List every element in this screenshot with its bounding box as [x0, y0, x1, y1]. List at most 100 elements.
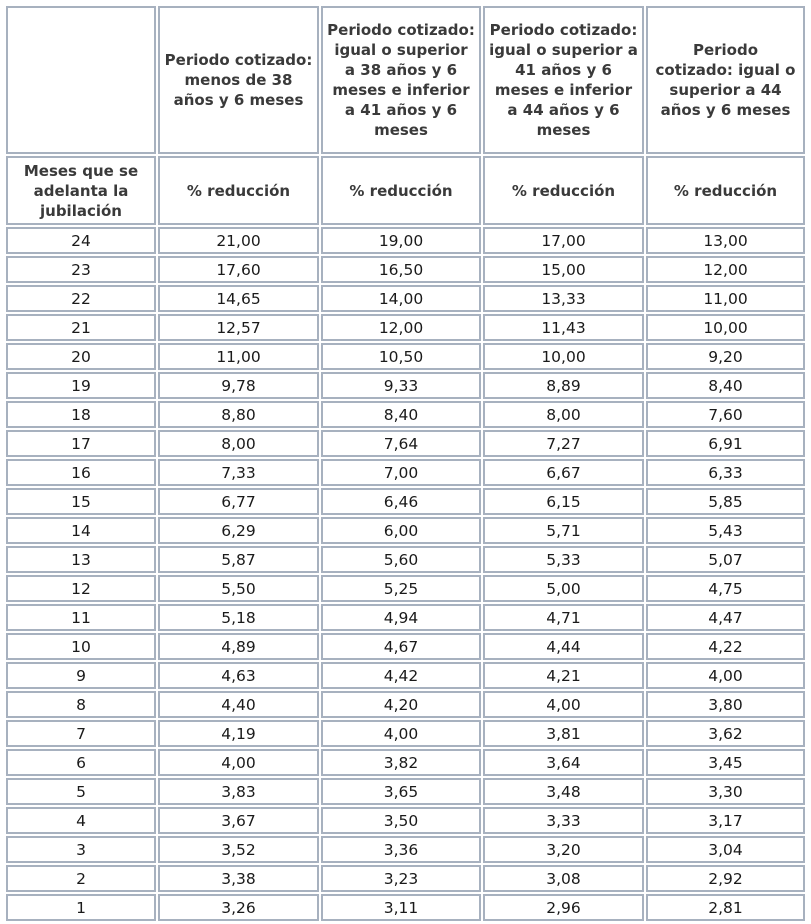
reduction-cell: 11,00 [158, 343, 319, 370]
reduction-cell: 3,67 [158, 807, 319, 834]
header-row-sub: Meses que se adelanta la jubilación % re… [6, 156, 805, 225]
reduction-cell: 4,22 [646, 633, 805, 660]
reduction-cell: 7,00 [321, 459, 481, 486]
reduction-cell: 5,00 [483, 575, 644, 602]
reduction-cell: 4,20 [321, 691, 481, 718]
table-row: 13 5,87 5,60 5,33 5,07 [6, 546, 805, 573]
reduction-cell: 3,11 [321, 894, 481, 921]
reduction-cell: 7,64 [321, 430, 481, 457]
reduction-cell: 4,75 [646, 575, 805, 602]
table-row: 7 4,19 4,00 3,81 3,62 [6, 720, 805, 747]
reduction-cell: 17,60 [158, 256, 319, 283]
reduction-cell: 3,08 [483, 865, 644, 892]
reduction-cell: 3,48 [483, 778, 644, 805]
reduction-cell: 12,00 [321, 314, 481, 341]
months-cell: 2 [6, 865, 156, 892]
reduction-cell: 3,64 [483, 749, 644, 776]
months-cell: 11 [6, 604, 156, 631]
months-cell: 20 [6, 343, 156, 370]
table-row: 17 8,00 7,64 7,27 6,91 [6, 430, 805, 457]
reduction-cell: 5,85 [646, 488, 805, 515]
months-cell: 8 [6, 691, 156, 718]
months-cell: 17 [6, 430, 156, 457]
reduction-cell: 5,71 [483, 517, 644, 544]
period-header: Periodo cotizado: igual o superior a 41 … [483, 6, 644, 154]
reduction-cell: 5,33 [483, 546, 644, 573]
months-cell: 3 [6, 836, 156, 863]
reduction-cell: 4,94 [321, 604, 481, 631]
reduction-cell: 9,20 [646, 343, 805, 370]
reduction-cell: 7,27 [483, 430, 644, 457]
months-cell: 21 [6, 314, 156, 341]
period-header: Periodo cotizado: igual o superior a 38 … [321, 6, 481, 154]
months-cell: 15 [6, 488, 156, 515]
reduction-cell: 8,89 [483, 372, 644, 399]
reduction-cell: 2,81 [646, 894, 805, 921]
reduction-cell: 4,00 [158, 749, 319, 776]
table-row: 5 3,83 3,65 3,48 3,30 [6, 778, 805, 805]
months-cell: 14 [6, 517, 156, 544]
table-row: 8 4,40 4,20 4,00 3,80 [6, 691, 805, 718]
reduction-cell: 6,46 [321, 488, 481, 515]
reduction-cell: 3,04 [646, 836, 805, 863]
table-row: 10 4,89 4,67 4,44 4,22 [6, 633, 805, 660]
reduction-cell: 6,29 [158, 517, 319, 544]
reduction-cell: 6,67 [483, 459, 644, 486]
reduction-cell: 4,63 [158, 662, 319, 689]
reduction-cell: 6,15 [483, 488, 644, 515]
table-row: 11 5,18 4,94 4,71 4,47 [6, 604, 805, 631]
table-row: 15 6,77 6,46 6,15 5,85 [6, 488, 805, 515]
table-row: 22 14,65 14,00 13,33 11,00 [6, 285, 805, 312]
months-cell: 23 [6, 256, 156, 283]
reduction-header: % reducción [483, 156, 644, 225]
header-row-periods: Periodo cotizado: menos de 38 años y 6 m… [6, 6, 805, 154]
reduction-cell: 3,17 [646, 807, 805, 834]
months-cell: 24 [6, 227, 156, 254]
reduction-cell: 5,18 [158, 604, 319, 631]
reduction-cell: 6,91 [646, 430, 805, 457]
table-row: 2 3,38 3,23 3,08 2,92 [6, 865, 805, 892]
months-cell: 1 [6, 894, 156, 921]
months-cell: 18 [6, 401, 156, 428]
months-cell: 12 [6, 575, 156, 602]
reduction-cell: 6,33 [646, 459, 805, 486]
reduction-header: % reducción [646, 156, 805, 225]
table-row: 6 4,00 3,82 3,64 3,45 [6, 749, 805, 776]
reduction-cell: 3,83 [158, 778, 319, 805]
reduction-cell: 5,87 [158, 546, 319, 573]
period-header: Periodo cotizado: igual o superior a 44 … [646, 6, 805, 154]
months-header: Meses que se adelanta la jubilación [6, 156, 156, 225]
months-cell: 13 [6, 546, 156, 573]
months-cell: 6 [6, 749, 156, 776]
reduction-cell: 19,00 [321, 227, 481, 254]
table-row: 4 3,67 3,50 3,33 3,17 [6, 807, 805, 834]
reduction-cell: 14,00 [321, 285, 481, 312]
table-row: 23 17,60 16,50 15,00 12,00 [6, 256, 805, 283]
reduction-cell: 5,50 [158, 575, 319, 602]
months-cell: 4 [6, 807, 156, 834]
table-row: 20 11,00 10,50 10,00 9,20 [6, 343, 805, 370]
reduction-cell: 4,71 [483, 604, 644, 631]
reduction-cell: 3,38 [158, 865, 319, 892]
reduction-cell: 4,89 [158, 633, 319, 660]
reduction-cell: 8,00 [158, 430, 319, 457]
reduction-cell: 13,00 [646, 227, 805, 254]
reduction-cell: 12,57 [158, 314, 319, 341]
table-body: 24 21,00 19,00 17,00 13,00 23 17,60 16,50 15,00 1… [6, 227, 805, 921]
reduction-cell: 5,07 [646, 546, 805, 573]
months-cell: 22 [6, 285, 156, 312]
table-row: 9 4,63 4,42 4,21 4,00 [6, 662, 805, 689]
months-cell: 5 [6, 778, 156, 805]
reduction-cell: 4,00 [646, 662, 805, 689]
reduction-cell: 8,40 [321, 401, 481, 428]
reduction-cell: 14,65 [158, 285, 319, 312]
reduction-cell: 3,23 [321, 865, 481, 892]
reduction-cell: 13,33 [483, 285, 644, 312]
reduction-cell: 5,25 [321, 575, 481, 602]
table-row: 16 7,33 7,00 6,67 6,33 [6, 459, 805, 486]
reduction-cell: 6,77 [158, 488, 319, 515]
reduction-cell: 4,42 [321, 662, 481, 689]
months-cell: 16 [6, 459, 156, 486]
reduction-cell: 10,00 [483, 343, 644, 370]
reduction-cell: 4,00 [483, 691, 644, 718]
